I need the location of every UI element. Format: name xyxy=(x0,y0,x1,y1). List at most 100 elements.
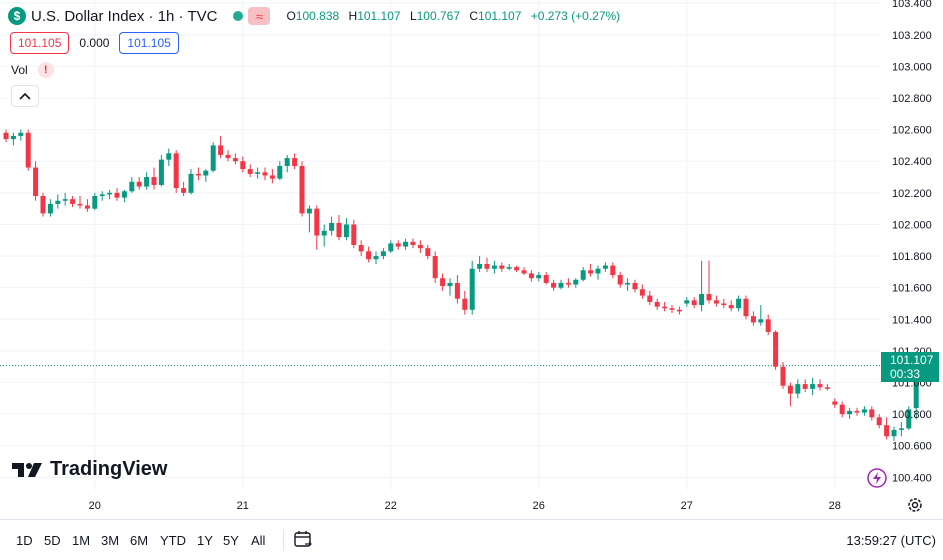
candle xyxy=(706,260,712,304)
range-5d-button[interactable]: 5D xyxy=(44,532,61,548)
candle-body xyxy=(425,248,431,257)
tradingview-logo[interactable]: TradingView xyxy=(12,458,167,481)
range-1m-button[interactable]: 1M xyxy=(72,532,91,548)
ohlc-values: O100.838 H101.107 L100.767 C101.107 +0.2… xyxy=(286,9,620,23)
range-3m-button[interactable]: 3M xyxy=(101,532,120,548)
candle xyxy=(336,214,342,241)
candle xyxy=(750,311,756,326)
candle xyxy=(10,132,16,146)
candle-body xyxy=(181,188,187,193)
go-to-date-button[interactable] xyxy=(292,528,314,555)
candle xyxy=(299,161,305,217)
range-6m-button[interactable]: 6M xyxy=(130,532,149,548)
candle-body xyxy=(521,270,527,274)
buy-price-button[interactable]: 101.105 xyxy=(119,32,179,54)
candle xyxy=(40,192,46,217)
candle-body xyxy=(676,309,682,312)
price-chart[interactable]: 103.400 103.200 103.000 102.800 102.600 102.4… xyxy=(0,0,943,519)
y-tick-label: 103.000 xyxy=(892,61,932,73)
candles xyxy=(3,129,919,441)
bottom-toolbar: 1D 5D 1M 3M 6M YTD 1Y 5Y All 13:59:27 (U… xyxy=(0,519,943,560)
grid-lines xyxy=(0,0,881,490)
candle-body xyxy=(299,165,305,214)
sell-price-button[interactable]: 101.105 xyxy=(10,32,70,54)
range-5y-button[interactable]: 5Y xyxy=(223,532,239,548)
collapse-legend-button[interactable] xyxy=(11,85,39,107)
range-1y-button[interactable]: 1Y xyxy=(197,532,213,548)
candle xyxy=(847,407,853,419)
market-status-icon[interactable]: ≈ xyxy=(248,7,271,25)
candle-body xyxy=(410,241,416,245)
candle-body xyxy=(891,429,897,437)
candle-body xyxy=(817,384,823,388)
candle-body xyxy=(588,270,594,274)
range-all-button[interactable]: All xyxy=(251,532,266,548)
candle-body xyxy=(765,319,771,332)
settings-button[interactable] xyxy=(906,496,924,519)
candle-body xyxy=(388,243,394,252)
candle xyxy=(18,129,24,141)
candle-body xyxy=(758,319,764,323)
candle xyxy=(3,129,9,143)
clock-timezone[interactable]: 13:59:27 (UTC) xyxy=(846,532,936,548)
candle-body xyxy=(158,159,164,185)
candle xyxy=(306,205,312,233)
x-tick-label: 22 xyxy=(385,500,397,512)
candle-body xyxy=(351,224,357,245)
candle xyxy=(158,154,164,187)
range-ytd-button[interactable]: YTD xyxy=(160,532,186,548)
last-price-value: 101.107 xyxy=(890,353,934,367)
candle-body xyxy=(861,409,867,413)
candle-body xyxy=(262,172,268,176)
candle xyxy=(403,238,409,250)
ideas-button[interactable] xyxy=(866,467,888,494)
range-1d-button[interactable]: 1D xyxy=(16,532,33,548)
candle-body xyxy=(787,385,793,394)
candle xyxy=(343,218,349,241)
candle-body xyxy=(706,294,712,301)
candle-body xyxy=(839,404,845,415)
candle-body xyxy=(632,282,638,290)
candle xyxy=(136,177,142,190)
candle xyxy=(469,260,475,315)
candle xyxy=(699,260,705,312)
candle-body xyxy=(47,203,53,214)
candle-body xyxy=(403,241,409,247)
candle xyxy=(277,161,283,181)
y-axis[interactable]: 103.400 103.200 103.000 102.800 102.600 102.4… xyxy=(892,0,932,484)
x-axis[interactable]: 20 21 22 26 27 28 xyxy=(89,500,841,512)
candle xyxy=(817,379,823,391)
candle-body xyxy=(454,282,460,299)
candle xyxy=(225,150,231,162)
candle xyxy=(255,167,261,179)
candle-body xyxy=(514,267,520,271)
candle xyxy=(395,240,401,250)
candle xyxy=(292,153,298,170)
candle xyxy=(536,271,542,282)
volume-label[interactable]: Vol xyxy=(11,63,28,77)
last-price-label: 101.107 00:33 xyxy=(881,352,939,382)
symbol-title[interactable]: U.S. Dollar Index · 1h · TVC xyxy=(31,7,218,25)
warning-icon[interactable]: ! xyxy=(37,62,54,78)
candle-body xyxy=(269,175,275,179)
y-tick-label: 102.800 xyxy=(892,93,932,105)
candle-body xyxy=(25,132,31,168)
candle xyxy=(736,295,742,312)
lightning-icon xyxy=(867,468,887,488)
candle-body xyxy=(166,153,172,160)
candle-body xyxy=(499,265,505,269)
dollar-symbol-icon[interactable]: $ xyxy=(8,7,26,25)
market-open-icon[interactable] xyxy=(233,11,244,21)
candle xyxy=(617,271,623,288)
candle xyxy=(758,305,764,326)
candle-body xyxy=(18,132,24,136)
candle xyxy=(210,142,216,173)
candle xyxy=(728,300,734,312)
candle xyxy=(839,401,845,418)
candle xyxy=(232,153,238,165)
candle-body xyxy=(469,268,475,310)
candle-body xyxy=(484,263,490,269)
candle-body xyxy=(795,384,801,394)
candle xyxy=(114,188,120,201)
candle xyxy=(84,199,90,212)
